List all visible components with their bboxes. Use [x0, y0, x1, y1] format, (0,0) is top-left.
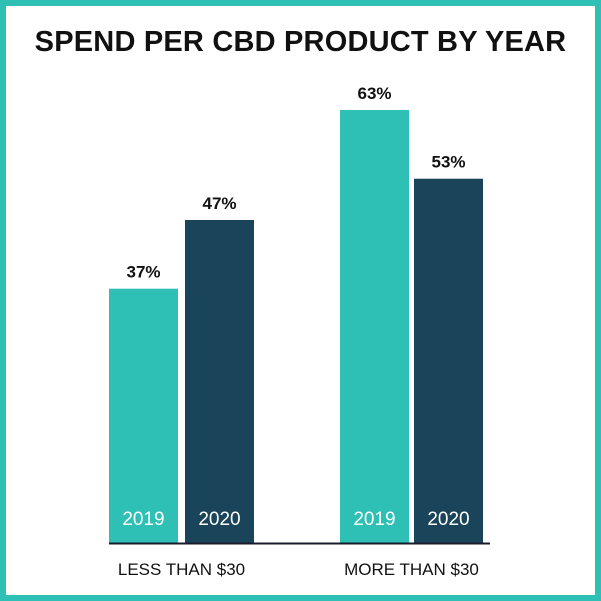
bar-2019-2	[340, 110, 409, 543]
bar-2020-1	[185, 219, 254, 543]
data-label: 47%	[202, 194, 236, 213]
bar-2020-2	[414, 178, 483, 543]
series-label: 2019	[353, 509, 395, 530]
series-label: 2020	[427, 509, 469, 530]
category-label: MORE THAN $30	[344, 560, 479, 579]
chart-title: SPEND PER CBD PRODUCT BY YEAR	[34, 26, 567, 58]
series-label: 2020	[198, 509, 240, 530]
bar-2019-1	[109, 288, 178, 543]
data-label: 53%	[431, 153, 465, 172]
data-label: 37%	[126, 263, 160, 282]
series-label: 2019	[122, 509, 164, 530]
data-label: 63%	[357, 84, 391, 103]
category-label: LESS THAN $30	[118, 560, 245, 579]
